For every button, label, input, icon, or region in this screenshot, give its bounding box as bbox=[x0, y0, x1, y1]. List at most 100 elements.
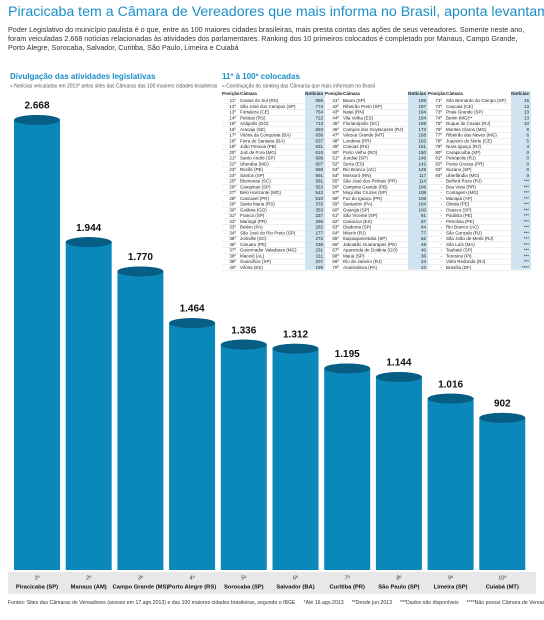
cell-name: Londrina (PR) bbox=[343, 138, 372, 143]
cell-count: 553 bbox=[315, 184, 323, 189]
footnote: Fontes: Sites das Câmaras de Vereadores … bbox=[8, 600, 296, 606]
category-strip bbox=[8, 572, 536, 594]
cell-count: 0 bbox=[526, 173, 529, 178]
bar bbox=[169, 318, 216, 570]
cell-position: 20º bbox=[229, 150, 236, 155]
cell-name: Caruaru (PE) bbox=[240, 242, 267, 247]
cell-name: Duque de Caxias (RJ) bbox=[446, 121, 491, 126]
x-tick-label: Piracicaba (SP) bbox=[16, 585, 58, 591]
cell-position: 46º bbox=[332, 127, 339, 132]
cell-name: Maceió (AL) bbox=[240, 253, 265, 258]
cell-position: 33º bbox=[229, 225, 236, 230]
x-tick-label: Curitiba (PR) bbox=[329, 585, 364, 591]
cell-name: Mossoró (RN) bbox=[343, 173, 372, 178]
cell-position: 23º bbox=[229, 167, 236, 172]
cell-position: - bbox=[441, 213, 443, 218]
cell-position: 12º bbox=[229, 104, 236, 109]
cell-count: 896 bbox=[315, 98, 323, 103]
table-header-bg bbox=[511, 91, 531, 270]
cell-count: 236 bbox=[315, 242, 323, 247]
cell-count: 189 bbox=[418, 121, 426, 126]
cell-position: 52º bbox=[332, 161, 339, 166]
cell-count: 4 bbox=[526, 144, 529, 149]
rank-label: 8º bbox=[396, 574, 401, 581]
cell-name: Itaquaquecetuba (SP) bbox=[343, 236, 387, 241]
cell-name: Ribeirão das Neves (MG) bbox=[446, 133, 497, 138]
cell-position: 45º bbox=[332, 121, 339, 126]
x-tick-label: Manaus (AM) bbox=[71, 585, 107, 591]
cell-count: 5 bbox=[526, 138, 529, 143]
cell-position: - bbox=[441, 265, 443, 270]
cell-position: 36º bbox=[229, 242, 236, 247]
cell-count: 0 bbox=[526, 161, 529, 166]
cell-count: 161 bbox=[418, 144, 426, 149]
cell-name: Caucaia (CE) bbox=[446, 104, 474, 109]
cell-name: Ribeirão Preto (SP) bbox=[343, 104, 383, 109]
cell-name: Osasco (SP) bbox=[446, 207, 472, 212]
bar-cap bbox=[427, 393, 474, 404]
cell-count: *** bbox=[524, 207, 530, 212]
cell-position: 50º bbox=[332, 150, 339, 155]
cell-position: - bbox=[441, 242, 443, 247]
value-label: 1.016 bbox=[438, 379, 463, 390]
cell-name: Florianópolis (SC) bbox=[343, 121, 380, 126]
cell-name: Santa Maria (RS) bbox=[240, 202, 275, 207]
cell-name: Carapicuíba (SP) bbox=[446, 150, 481, 155]
bar bbox=[324, 363, 371, 570]
cell-position: 74º bbox=[435, 115, 442, 120]
cell-count: *** bbox=[524, 242, 530, 247]
cell-count: *** bbox=[524, 190, 530, 195]
cell-position: - bbox=[441, 196, 443, 201]
cell-count: 106 bbox=[418, 196, 426, 201]
chart-title: Divulgação das atividades legislativas bbox=[10, 72, 156, 81]
cell-position: 55º bbox=[332, 179, 339, 184]
value-label: 1.195 bbox=[335, 349, 360, 360]
cell-name: João Pessoa (PB) bbox=[240, 144, 277, 149]
cell-name: Aparecida de Goiânia (GO) bbox=[343, 248, 398, 253]
cell-count: 194 bbox=[418, 110, 426, 115]
cell-name: Caxias do Sul (RS) bbox=[240, 98, 279, 103]
cell-count: 13 bbox=[524, 110, 530, 115]
cell-name: São Vicente (SP) bbox=[343, 213, 378, 218]
cell-count: 0 bbox=[526, 150, 529, 155]
cell-position: 28º bbox=[229, 196, 236, 201]
bar bbox=[220, 339, 267, 570]
cell-position: 38º bbox=[229, 253, 236, 258]
cell-name: São João de Meriti (RJ) bbox=[446, 236, 494, 241]
cell-name: Petrolina (PE) bbox=[446, 219, 475, 224]
cell-count: *** bbox=[524, 248, 530, 253]
cell-position: 47º bbox=[332, 133, 339, 138]
cell-count: *** bbox=[524, 253, 530, 258]
cell-name: Governador Valadares (MG) bbox=[240, 248, 297, 253]
cell-count: *** bbox=[524, 259, 530, 264]
cell-count: 231 bbox=[315, 248, 323, 253]
cell-count: 104 bbox=[418, 202, 426, 207]
rank-label: 9º bbox=[448, 574, 453, 581]
cell-position: 49º bbox=[332, 144, 339, 149]
cell-count: 722 bbox=[315, 115, 323, 120]
cell-name: Nova Iguaçu (RJ) bbox=[446, 144, 482, 149]
x-tick-label: Sorocaba (SP) bbox=[224, 585, 264, 591]
cell-name: Montes Claros (MG) bbox=[446, 127, 487, 132]
cell-position: 75º bbox=[435, 121, 442, 126]
chart-subtitle: » Notícias veiculadas em 2013* pelos sit… bbox=[10, 83, 218, 89]
x-tick-label: São Paulo (SP) bbox=[378, 585, 419, 591]
cell-count: 713 bbox=[315, 121, 323, 126]
cell-position: 70º bbox=[332, 265, 339, 270]
table-header: Notícias bbox=[408, 91, 426, 96]
cell-position: 72º bbox=[435, 104, 442, 109]
cell-name: Belém (PA) bbox=[240, 225, 263, 230]
bar-cap bbox=[479, 412, 526, 423]
cell-position: 19º bbox=[229, 144, 236, 149]
cell-count: 581 bbox=[315, 179, 323, 184]
cell-position: - bbox=[441, 259, 443, 264]
cell-count: 87 bbox=[421, 219, 427, 224]
table-header: Notícias bbox=[305, 91, 323, 96]
cell-name: São José dos Pinhais (PR) bbox=[343, 179, 397, 184]
bar bbox=[427, 393, 474, 570]
cell-position: 57º bbox=[332, 190, 339, 195]
cell-count: 207 bbox=[315, 259, 323, 264]
cell-count: 591 bbox=[315, 173, 323, 178]
